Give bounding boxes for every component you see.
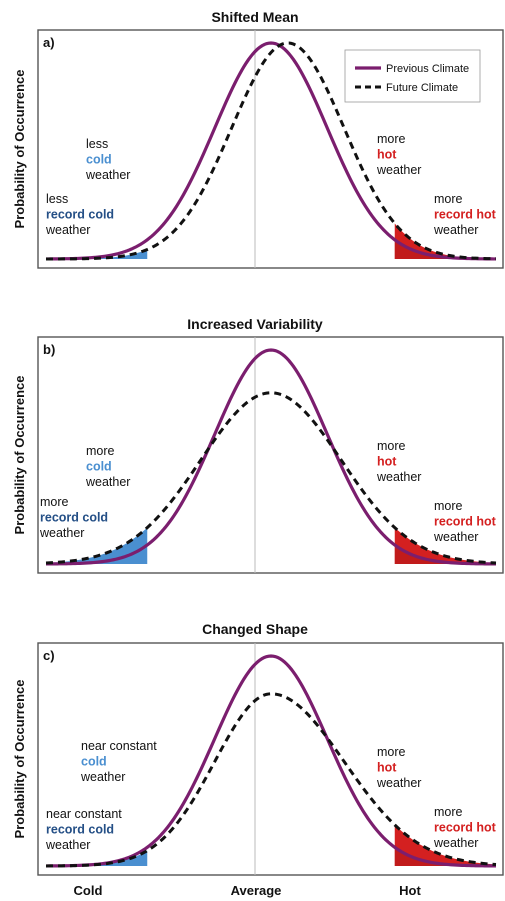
record-hot-annotation: more record hot weather bbox=[433, 192, 497, 237]
previous-climate-curve bbox=[45, 41, 497, 261]
panel-frame bbox=[37, 29, 504, 269]
x-axis-label-hot: Hot bbox=[399, 883, 421, 898]
panel-title: Changed Shape bbox=[202, 621, 308, 637]
panel-frame bbox=[37, 642, 504, 876]
record-cold-annotation: less record cold weather bbox=[45, 192, 114, 237]
hot-tail-fill bbox=[394, 824, 496, 866]
y-axis-label: Probability of Occurrence bbox=[12, 70, 27, 229]
hot-tail-fill bbox=[394, 527, 496, 564]
cold-weather-annotation: near constant cold weather bbox=[80, 739, 157, 784]
cold-weather-annotation: less cold weather bbox=[85, 137, 130, 182]
record-hot-annotation: more record hot weather bbox=[433, 805, 497, 850]
panel-title: Increased Variability bbox=[187, 316, 323, 332]
panel-1: Shifted Mean Probability of Occurrence a) l… bbox=[12, 9, 504, 269]
future-climate-curve bbox=[45, 692, 497, 868]
hot-tail-fill bbox=[394, 223, 496, 259]
panel-2: Increased Variability Probability of Occu… bbox=[12, 316, 504, 574]
panel-3: Changed Shape Probability of Occurrence c)… bbox=[12, 621, 504, 876]
legend: Previous Climate Future Climate bbox=[344, 49, 481, 103]
record-cold-annotation: more record cold weather bbox=[39, 495, 108, 540]
legend-box bbox=[344, 49, 481, 103]
panel-letter: b) bbox=[43, 342, 55, 357]
panel-letter: c) bbox=[43, 648, 55, 663]
legend-previous-label: Previous Climate bbox=[386, 63, 469, 75]
x-axis-label-cold: Cold bbox=[74, 883, 103, 898]
y-axis-label: Probability of Occurrence bbox=[12, 376, 27, 535]
legend-future-label: Future Climate bbox=[386, 82, 458, 94]
previous-climate-curve bbox=[45, 348, 497, 566]
future-climate-curve bbox=[45, 391, 497, 565]
hot-weather-annotation: more hot weather bbox=[376, 745, 421, 790]
panel-title: Shifted Mean bbox=[211, 9, 298, 25]
cold-tail-fill bbox=[46, 527, 148, 564]
cold-weather-annotation: more cold weather bbox=[85, 444, 130, 489]
record-cold-annotation: near constant record cold weather bbox=[45, 807, 122, 852]
hot-weather-annotation: more hot weather bbox=[376, 132, 421, 177]
hot-weather-annotation: more hot weather bbox=[376, 439, 421, 484]
panel-frame bbox=[37, 336, 504, 574]
x-axis-label-average: Average bbox=[231, 883, 282, 898]
panel-letter: a) bbox=[43, 35, 55, 50]
future-climate-curve bbox=[46, 41, 497, 261]
y-axis-label: Probability of Occurrence bbox=[12, 680, 27, 839]
record-hot-annotation: more record hot weather bbox=[433, 499, 497, 544]
